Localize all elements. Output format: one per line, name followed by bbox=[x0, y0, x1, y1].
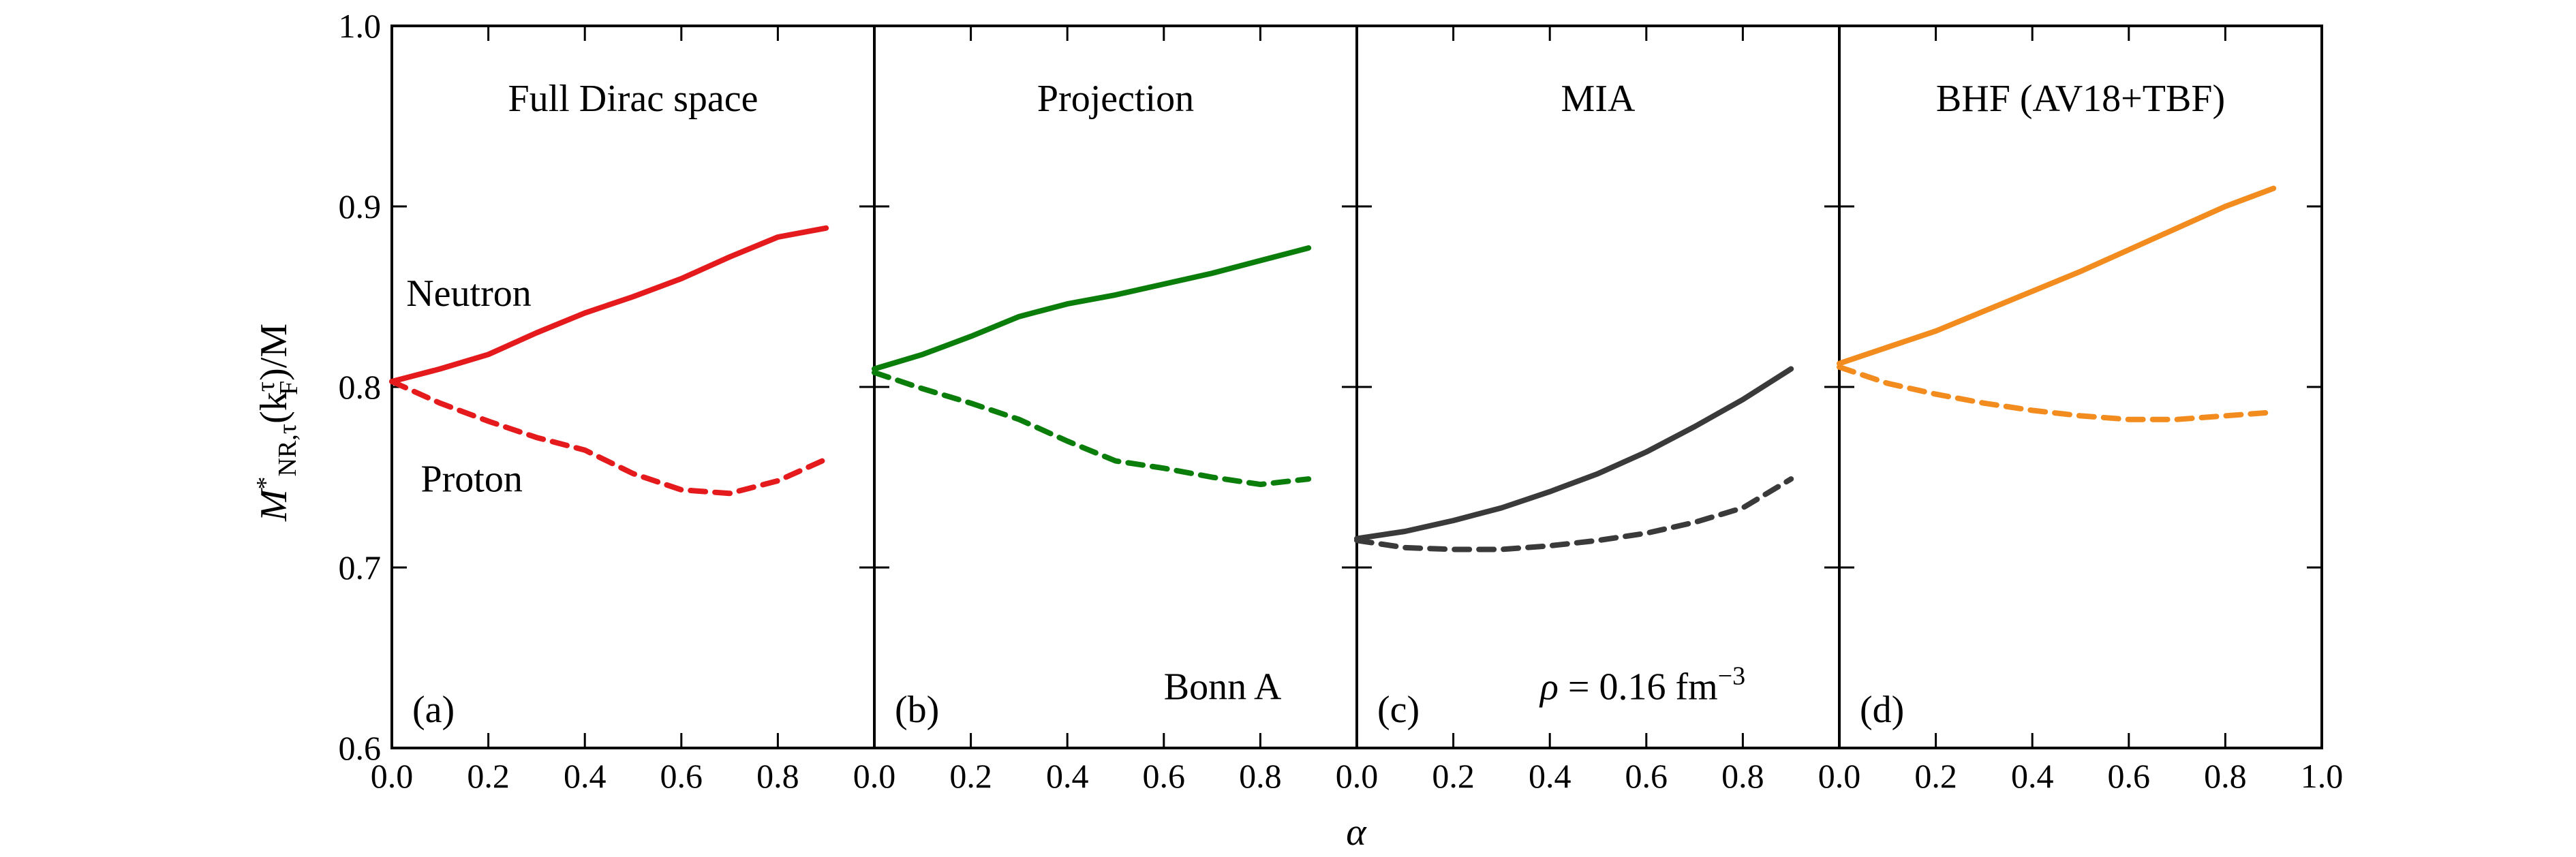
y-axis-title: M*NR,τ(kτF)/M bbox=[251, 324, 303, 522]
series-line-neutron bbox=[872, 245, 1312, 372]
panels: Full Dirac space (a) Neutron Proton Projecti… bbox=[389, 25, 2323, 749]
panel-letter: (a) bbox=[412, 689, 455, 731]
x-tick-label: 0.2 bbox=[467, 757, 510, 795]
x-tick-label: 0.0 bbox=[371, 757, 414, 795]
panel-title: MIA bbox=[1561, 78, 1636, 120]
annotation-label: Neutron bbox=[406, 272, 532, 315]
annotation-label: ρ = 0.16 fm−3 bbox=[1539, 661, 1745, 708]
x-tick-label: 1.0 bbox=[2301, 757, 2344, 795]
x-tick-label: 0.8 bbox=[1239, 757, 1282, 795]
y-tick-labels: 0.6 0.7 0.8 0.9 1.0 bbox=[339, 7, 382, 767]
series-line-proton bbox=[872, 369, 1312, 488]
annotation-label: Bonn A bbox=[1164, 666, 1282, 708]
x-tick-label: 0.0 bbox=[1336, 757, 1379, 795]
x-tick-labels: 0.0 0.2 0.4 0.6 0.8 0.0 0.2 0.4 0.6 0.8 0.0 0.2 0.4 0… bbox=[371, 757, 2344, 795]
x-tick-label: 0.4 bbox=[1046, 757, 1089, 795]
series-line-proton bbox=[1354, 476, 1794, 552]
y-tick-label: 1.0 bbox=[339, 7, 382, 45]
panel-frame bbox=[873, 25, 1358, 749]
annotation-label: Proton bbox=[420, 458, 522, 501]
panel-letter: (b) bbox=[895, 689, 939, 731]
panel-3: MIA (c) ρ = 0.16 fm−3 bbox=[1354, 25, 1841, 749]
y-tick-label: 0.8 bbox=[339, 368, 382, 406]
y-tick-label: 0.7 bbox=[339, 548, 382, 587]
panel-4: BHF (AV18+TBF) (d) bbox=[1837, 25, 2323, 749]
series-line-neutron bbox=[1837, 185, 2277, 367]
y-tick-label: 0.9 bbox=[339, 187, 382, 225]
series-line-neutron bbox=[1354, 366, 1794, 542]
x-tick-label: 0.2 bbox=[1914, 757, 1957, 795]
x-tick-label: 0.4 bbox=[1529, 757, 1571, 795]
panel-letter: (d) bbox=[1860, 689, 1904, 731]
panel-1: Full Dirac space (a) Neutron Proton bbox=[389, 25, 876, 749]
panel-letter: (c) bbox=[1377, 689, 1420, 731]
panel-2: Projection (b) Bonn A bbox=[872, 25, 1358, 749]
x-tick-label: 0.4 bbox=[2011, 757, 2054, 795]
panel-title: Projection bbox=[1037, 78, 1194, 120]
annotation-rest: = 0.16 fm bbox=[1559, 666, 1718, 708]
x-tick-label: 0.0 bbox=[853, 757, 896, 795]
series-line-neutron bbox=[389, 225, 829, 384]
x-tick-label: 0.6 bbox=[660, 757, 703, 795]
series-line-proton bbox=[389, 379, 829, 497]
x-tick-label: 0.4 bbox=[564, 757, 607, 795]
x-tick-label: 0.8 bbox=[756, 757, 799, 795]
x-tick-label: 0.6 bbox=[1625, 757, 1668, 795]
x-tick-label: 0.2 bbox=[949, 757, 992, 795]
x-tick-label: 0.8 bbox=[1721, 757, 1764, 795]
panel-title: BHF (AV18+TBF) bbox=[1936, 78, 2225, 120]
panel-title: Full Dirac space bbox=[508, 78, 758, 120]
series-line-proton bbox=[1837, 364, 2277, 422]
x-tick-label: 0.8 bbox=[2204, 757, 2247, 795]
annotation-rho: ρ bbox=[1539, 666, 1559, 708]
x-tick-label: 0.0 bbox=[1818, 757, 1861, 795]
x-axis-title: α bbox=[1346, 811, 1367, 854]
x-tick-label: 0.6 bbox=[1143, 757, 1186, 795]
x-tick-label: 0.6 bbox=[2108, 757, 2151, 795]
annotation-superscript: −3 bbox=[1718, 661, 1745, 690]
panel-frame bbox=[390, 25, 876, 749]
x-tick-label: 0.2 bbox=[1432, 757, 1475, 795]
y-tick-label: 0.6 bbox=[339, 729, 382, 767]
